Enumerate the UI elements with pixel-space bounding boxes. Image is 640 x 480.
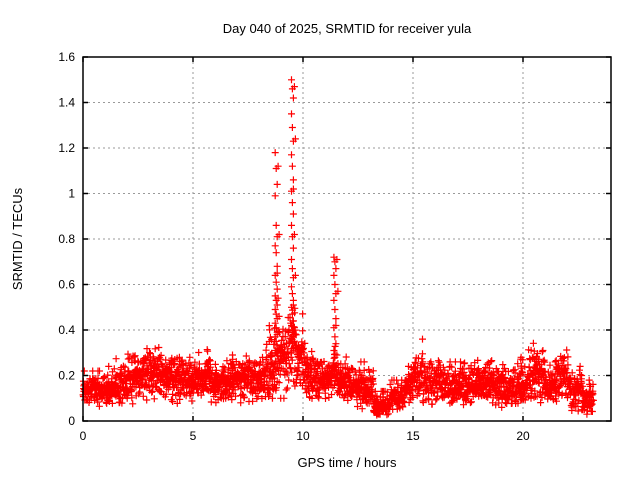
chart-title: Day 040 of 2025, SRMTID for receiver yul… bbox=[223, 21, 472, 36]
x-axis-label: GPS time / hours bbox=[298, 455, 397, 470]
x-tick-label: 10 bbox=[296, 429, 310, 443]
x-tick-label: 20 bbox=[516, 429, 530, 443]
scatter-points bbox=[79, 76, 597, 419]
tick-labels: 0 5 10 15 20 0 0.2 0.4 0.6 0.8 1 1.2 1.4 1.6 bbox=[58, 50, 530, 443]
y-tick-label: 0.4 bbox=[58, 323, 75, 337]
y-tick-label: 0.8 bbox=[58, 232, 75, 246]
y-tick-label: 1 bbox=[68, 187, 75, 201]
y-axis-label: SRMTID / TECUs bbox=[10, 187, 25, 290]
plot-frame bbox=[82, 56, 612, 422]
srmtid-data-points bbox=[79, 76, 597, 419]
x-tick-label: 15 bbox=[406, 429, 420, 443]
y-tick-label: 1.6 bbox=[58, 50, 75, 64]
y-tick-label: 0 bbox=[68, 414, 75, 428]
y-tick-label: 1.2 bbox=[58, 141, 75, 155]
x-tick-label: 0 bbox=[80, 429, 87, 443]
y-tick-label: 1.4 bbox=[58, 96, 75, 110]
y-tick-label: 0.6 bbox=[58, 278, 75, 292]
y-tick-label: 0.2 bbox=[58, 369, 75, 383]
gridlines bbox=[83, 57, 611, 421]
x-tick-label: 5 bbox=[190, 429, 197, 443]
